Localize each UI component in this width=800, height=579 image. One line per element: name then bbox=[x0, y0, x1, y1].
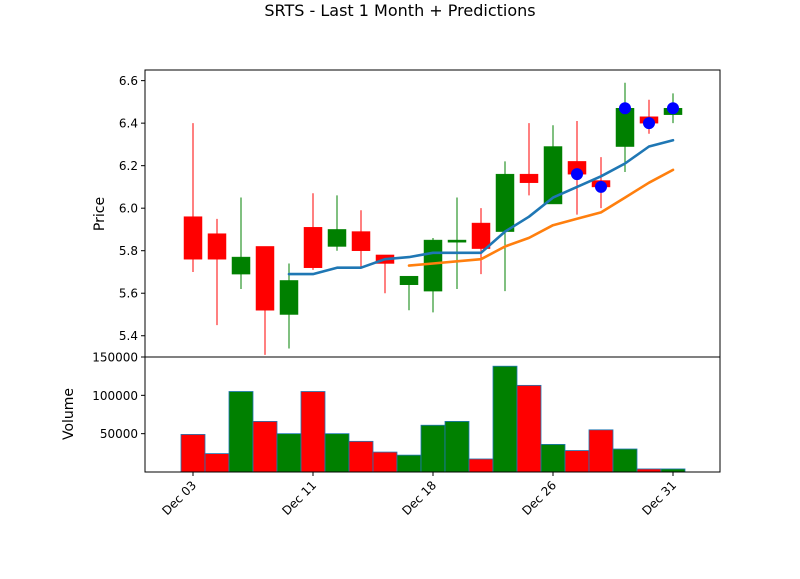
volume-bar bbox=[420, 424, 446, 473]
prediction-marker bbox=[667, 102, 679, 115]
candle-body bbox=[279, 280, 299, 315]
x-tick-label: Dec 11 bbox=[279, 478, 319, 518]
volume-panel: 50000 100000 150000 Volume bbox=[61, 351, 721, 473]
x-tick-label: Dec 26 bbox=[519, 478, 559, 518]
price-tick-label: 5.4 bbox=[119, 329, 138, 343]
candle-body bbox=[183, 216, 203, 260]
candle-body bbox=[303, 227, 323, 268]
price-tick-label: 6.0 bbox=[119, 202, 138, 216]
candle-body bbox=[207, 233, 227, 260]
candle-body bbox=[255, 246, 275, 311]
volume-bar bbox=[396, 454, 422, 473]
volume-bar bbox=[204, 453, 230, 473]
volume-bar bbox=[300, 391, 326, 473]
candle-body bbox=[351, 231, 371, 251]
volume-bar bbox=[348, 440, 374, 473]
candle-body bbox=[447, 239, 467, 243]
prediction-marker bbox=[619, 102, 631, 115]
volume-bar bbox=[252, 420, 278, 473]
price-tick-label: 5.8 bbox=[119, 244, 138, 258]
candle-body bbox=[399, 275, 419, 285]
price-tick-label: 6.2 bbox=[119, 159, 138, 173]
volume-plot-area bbox=[180, 365, 686, 473]
price-panel: 5.4 5.6 5.8 6.0 6.2 6.4 6.6 Price bbox=[92, 69, 721, 358]
volume-axis-label: Volume bbox=[61, 388, 77, 440]
volume-tick-label: 50000 bbox=[100, 427, 138, 441]
chart-title: SRTS - Last 1 Month + Predictions bbox=[264, 1, 535, 20]
volume-bar bbox=[612, 448, 638, 473]
candle-body bbox=[327, 229, 347, 247]
candle-body bbox=[519, 173, 539, 183]
volume-y-axis: 50000 100000 150000 bbox=[92, 351, 145, 441]
candle-body bbox=[231, 256, 251, 275]
price-tick-label: 5.6 bbox=[119, 287, 138, 301]
price-tick-label: 6.4 bbox=[119, 117, 138, 131]
price-y-axis: 5.4 5.6 5.8 6.0 6.2 6.4 6.6 bbox=[119, 74, 145, 343]
volume-bar bbox=[180, 434, 206, 473]
volume-bar bbox=[468, 458, 494, 473]
price-plot-area bbox=[183, 82, 683, 355]
volume-bar bbox=[372, 451, 398, 473]
volume-bar bbox=[444, 420, 470, 473]
volume-bar bbox=[516, 384, 542, 473]
prediction-marker bbox=[595, 180, 607, 193]
candle-body bbox=[423, 239, 443, 292]
x-tick-label: Dec 31 bbox=[639, 478, 679, 518]
prediction-line bbox=[407, 168, 675, 267]
x-axis: Dec 03 Dec 11 Dec 18 Dec 26 Dec 31 bbox=[159, 472, 679, 518]
x-tick-label: Dec 18 bbox=[399, 478, 439, 518]
volume-bar bbox=[588, 429, 614, 473]
x-tick-label: Dec 03 bbox=[159, 478, 199, 518]
moving-average-line bbox=[287, 138, 675, 276]
volume-tick-label: 150000 bbox=[92, 351, 138, 365]
candle-body bbox=[471, 222, 491, 249]
volume-bar bbox=[276, 433, 302, 473]
volume-bar bbox=[228, 391, 254, 473]
volume-bar bbox=[324, 433, 350, 473]
prediction-marker bbox=[643, 117, 655, 130]
volume-bar bbox=[540, 443, 566, 473]
volume-tick-label: 100000 bbox=[92, 389, 138, 403]
candle-body bbox=[495, 173, 515, 232]
price-tick-label: 6.6 bbox=[119, 74, 138, 88]
candle-body bbox=[543, 146, 563, 205]
prediction-marker bbox=[571, 168, 583, 181]
price-axis-label: Price bbox=[92, 197, 108, 231]
volume-bar bbox=[492, 365, 518, 473]
volume-bar bbox=[564, 450, 590, 473]
